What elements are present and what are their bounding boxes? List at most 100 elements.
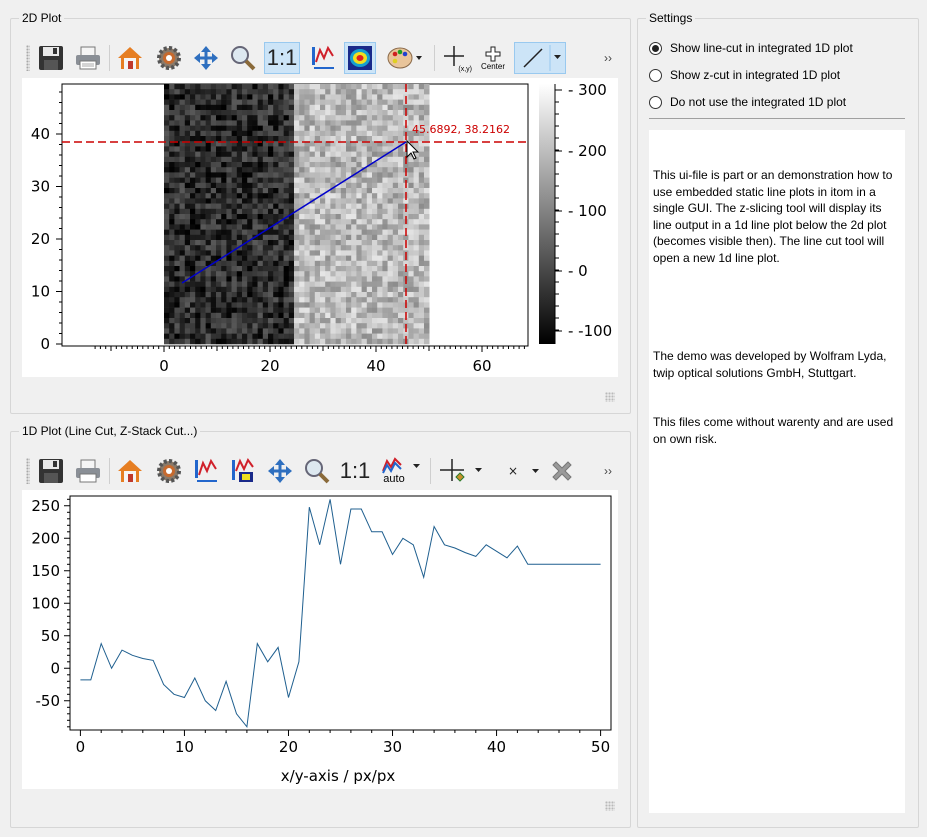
heatmap-pixel bbox=[413, 151, 420, 158]
heatmap-pixel bbox=[351, 224, 357, 230]
toolbar-handle[interactable] bbox=[26, 45, 30, 71]
heatmap-pixel bbox=[200, 94, 206, 100]
heatmap-pixel bbox=[403, 151, 409, 158]
heatmap-pixel bbox=[273, 188, 279, 194]
heatmap-pixel bbox=[247, 94, 253, 100]
heatmap-pixel bbox=[195, 276, 201, 282]
marker-button[interactable] bbox=[435, 455, 487, 487]
toolbar-overflow-button[interactable]: ›› bbox=[604, 51, 612, 65]
heatmap-pixel bbox=[392, 318, 399, 324]
heatmap-pixel bbox=[372, 224, 378, 230]
heatmap-pixel bbox=[377, 286, 383, 293]
toolbar-overflow-button[interactable]: ›› bbox=[604, 464, 612, 478]
x-marker-icon: × bbox=[508, 464, 539, 478]
settings-button[interactable] bbox=[153, 42, 185, 74]
heatmap-pixel bbox=[221, 104, 227, 111]
aspect-ratio-button[interactable]: 1:1 bbox=[264, 42, 300, 74]
heatmap-pixel bbox=[372, 203, 378, 210]
pan-button[interactable] bbox=[190, 42, 222, 74]
radio-button[interactable] bbox=[649, 68, 662, 82]
heatmap-pixel bbox=[413, 318, 420, 324]
pan-button[interactable] bbox=[264, 455, 296, 487]
auto-scale-button[interactable]: auto bbox=[374, 455, 424, 487]
heatmap-pixel bbox=[377, 276, 383, 282]
gear-icon bbox=[157, 459, 181, 483]
heatmap-pixel bbox=[216, 156, 222, 163]
plot1d-canvas[interactable]: 0 10 20 30 40 50 250 200 150 100 50 0 -50 x/y-axis /… bbox=[22, 490, 618, 789]
radio-button[interactable] bbox=[649, 41, 662, 55]
print-button[interactable] bbox=[72, 42, 104, 74]
save-button[interactable] bbox=[35, 455, 67, 487]
curve-properties-button[interactable] bbox=[227, 455, 259, 487]
heatmap-pixel bbox=[288, 286, 295, 293]
heatmap-pixel bbox=[418, 99, 425, 106]
heatmap-pixel bbox=[418, 182, 425, 189]
heatmap-pixel bbox=[320, 172, 326, 178]
colormap-toggle-button[interactable] bbox=[344, 42, 376, 74]
heatmap-pixel bbox=[377, 151, 383, 158]
heatmap-pixel bbox=[179, 188, 186, 194]
cursor-xy-button[interactable]: (x,y) bbox=[440, 42, 472, 74]
plot2d-canvas[interactable]: 45.6892, 38.2162 0 20 40 60 0 10 20 30 40 - 300-… bbox=[22, 78, 618, 377]
heatmap-pixel bbox=[418, 136, 425, 142]
radio-option-1[interactable]: Show line-cut in integrated 1D plot bbox=[649, 39, 853, 57]
heatmap-pixel bbox=[242, 99, 248, 106]
heatmap-pixel bbox=[408, 214, 414, 220]
heatmap-pixel bbox=[418, 172, 425, 178]
zoom-button[interactable] bbox=[227, 42, 259, 74]
settings-button[interactable] bbox=[153, 455, 185, 487]
heatmap-pixel bbox=[242, 328, 248, 334]
heatmap-pixel bbox=[294, 130, 300, 137]
heatmap-pixel bbox=[309, 136, 316, 142]
heatmap-pixel bbox=[320, 333, 326, 340]
heatmap-pixel bbox=[424, 182, 430, 189]
aspect-ratio-button[interactable]: 1:1 bbox=[337, 455, 373, 487]
heatmap-pixel bbox=[242, 250, 248, 256]
plot1d-size-grip[interactable] bbox=[605, 801, 615, 811]
heatmap-pixel bbox=[226, 146, 232, 152]
palette-button[interactable] bbox=[382, 42, 428, 74]
heatmap-pixel bbox=[356, 182, 362, 189]
description-textbox[interactable]: This ui-file is part or an demonstration… bbox=[649, 130, 905, 813]
heatmap-pixel bbox=[299, 125, 305, 132]
radio-option-2[interactable]: Show z-cut in integrated 1D plot bbox=[649, 66, 840, 84]
marker-style-button[interactable]: × bbox=[502, 455, 546, 487]
plot2d-size-grip[interactable] bbox=[605, 392, 615, 402]
linecut-button[interactable] bbox=[514, 42, 566, 74]
heatmap-pixel bbox=[392, 245, 399, 251]
heatmap-pixel bbox=[330, 125, 336, 132]
heatmap-pixel bbox=[340, 94, 347, 100]
save-button[interactable] bbox=[35, 42, 67, 74]
radio-option-3[interactable]: Do not use the integrated 1D plot bbox=[649, 93, 846, 111]
heatmap-pixel bbox=[335, 328, 342, 334]
toolbar-handle[interactable] bbox=[26, 458, 30, 484]
heatmap-pixel bbox=[200, 162, 206, 168]
center-marker-button[interactable]: Center bbox=[477, 42, 509, 74]
radio-button[interactable] bbox=[649, 95, 662, 109]
colorbar-button[interactable] bbox=[307, 42, 339, 74]
heatmap-pixel bbox=[221, 250, 227, 256]
heatmap-pixel bbox=[330, 188, 336, 194]
home-button[interactable] bbox=[114, 42, 146, 74]
heatmap-pixel bbox=[268, 281, 274, 288]
heatmap-pixel bbox=[424, 110, 430, 116]
heatmap-pixel bbox=[382, 224, 388, 230]
heatmap-pixel bbox=[283, 338, 290, 345]
print-button[interactable] bbox=[72, 455, 104, 487]
heatmap-pixel bbox=[278, 224, 284, 230]
heatmap-pixel bbox=[288, 172, 295, 178]
heatmap-pixel bbox=[392, 110, 399, 116]
heatmap-pixel bbox=[179, 302, 186, 308]
heatmap-pixel bbox=[346, 245, 352, 251]
heatmap-pixel bbox=[179, 266, 186, 272]
delete-markers-button[interactable] bbox=[546, 455, 578, 487]
heatmap-pixel bbox=[262, 172, 269, 178]
zoom-button[interactable] bbox=[301, 455, 333, 487]
scale-settings-button[interactable] bbox=[190, 455, 222, 487]
heatmap-pixel bbox=[382, 219, 388, 225]
heatmap-pixel bbox=[257, 99, 264, 106]
heatmap-pixel bbox=[387, 333, 394, 340]
home-button[interactable] bbox=[114, 455, 146, 487]
